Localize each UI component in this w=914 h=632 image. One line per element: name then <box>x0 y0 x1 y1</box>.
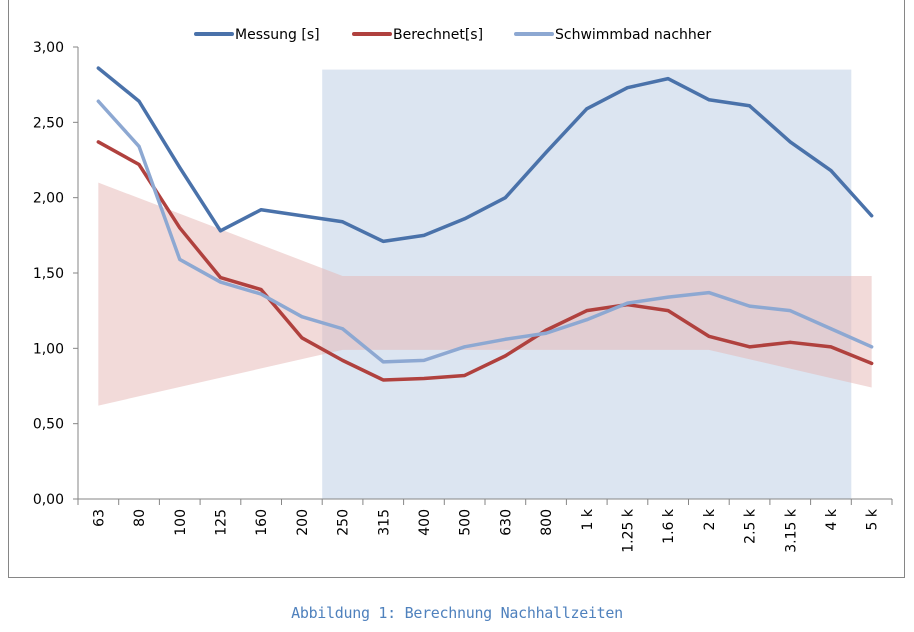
legend-label: Schwimmbad nachher <box>555 27 711 43</box>
data-point <box>625 86 629 90</box>
data-point <box>300 315 304 319</box>
series-line-2 <box>96 99 874 364</box>
data-point <box>218 280 222 284</box>
data-point <box>381 360 385 364</box>
x-tick-label: 100 <box>173 509 189 536</box>
data-point <box>422 358 426 362</box>
series-line-0 <box>96 66 874 244</box>
data-point <box>829 169 833 173</box>
chart-frame <box>8 0 905 578</box>
data-point <box>707 334 711 338</box>
x-tick-label: 200 <box>295 509 311 536</box>
data-point <box>178 166 182 170</box>
x-tick-label: 4 k <box>824 508 840 530</box>
x-tick-label: 315 <box>376 509 392 536</box>
data-point <box>463 217 467 221</box>
data-point <box>137 144 141 148</box>
data-point <box>788 140 792 144</box>
x-tick-label: 1 k <box>580 508 596 530</box>
data-point <box>137 99 141 103</box>
data-point <box>463 373 467 377</box>
data-point <box>341 358 345 362</box>
data-point <box>341 220 345 224</box>
data-point <box>381 239 385 243</box>
x-tick-label: 1.6 k <box>661 508 677 544</box>
line-chart: 0,00 0,50 1,00 1,50 2,00 2,50 3,00 63 80 100 125 16… <box>33 27 893 553</box>
data-point <box>544 328 548 332</box>
data-point <box>544 150 548 154</box>
x-tick-label: 5 k <box>865 508 881 530</box>
data-point <box>300 336 304 340</box>
data-point <box>503 337 507 341</box>
data-point <box>544 331 548 335</box>
data-point <box>218 276 222 280</box>
data-point <box>137 163 141 167</box>
figure-caption: Abbildung 1: Berechnung Nachhallzeiten <box>291 604 623 622</box>
data-point <box>503 354 507 358</box>
data-point <box>666 77 670 81</box>
data-point <box>341 327 345 331</box>
x-tick-label: 80 <box>132 509 148 527</box>
tolerance-band <box>98 182 872 406</box>
data-point <box>870 345 874 349</box>
y-tick-label: 2,50 <box>33 115 64 131</box>
x-tick-label: 63 <box>91 509 107 527</box>
data-point <box>788 309 792 313</box>
data-point <box>300 214 304 218</box>
x-tick-label: 500 <box>458 509 474 536</box>
data-point <box>178 257 182 261</box>
x-tick-label: 2 k <box>702 508 718 530</box>
data-point <box>585 318 589 322</box>
data-point <box>96 99 100 103</box>
data-point <box>748 345 752 349</box>
data-point <box>707 291 711 295</box>
data-point <box>422 233 426 237</box>
data-point <box>96 140 100 144</box>
x-tick-label: 250 <box>336 509 352 536</box>
x-tick-label: 2.5 k <box>743 508 759 544</box>
data-point <box>259 292 263 296</box>
series-line-1 <box>96 140 874 382</box>
data-point <box>666 295 670 299</box>
data-point <box>503 196 507 200</box>
x-tick-label: 800 <box>539 509 555 536</box>
y-tick-label: 1,00 <box>33 341 64 357</box>
y-tick-label: 0,00 <box>33 492 64 508</box>
legend-label: Messung [s] <box>235 27 320 43</box>
y-tick-label: 1,50 <box>33 266 64 282</box>
x-tick-label: 3.15 k <box>783 508 799 553</box>
data-point <box>829 327 833 331</box>
y-tick-label: 3,00 <box>33 40 64 56</box>
data-point <box>585 309 589 313</box>
data-point <box>463 345 467 349</box>
legend-label: Berechnet[s] <box>393 27 483 43</box>
data-point <box>218 229 222 233</box>
x-tick-label: 160 <box>254 509 270 536</box>
data-point <box>178 226 182 230</box>
data-point <box>870 214 874 218</box>
data-point <box>829 345 833 349</box>
x-tick-label: 125 <box>213 509 229 536</box>
x-tick-label: 1.25 k <box>620 508 636 553</box>
data-point <box>422 376 426 380</box>
data-point <box>707 98 711 102</box>
x-tick-label: 630 <box>498 509 514 536</box>
data-point <box>666 309 670 313</box>
y-tick-label: 0,50 <box>33 417 64 433</box>
y-tick-label: 2,00 <box>33 191 64 207</box>
data-point <box>381 378 385 382</box>
data-point <box>748 304 752 308</box>
data-point <box>788 340 792 344</box>
data-point <box>625 301 629 305</box>
data-point <box>870 361 874 365</box>
data-point <box>748 104 752 108</box>
data-point <box>585 107 589 111</box>
data-point <box>259 208 263 212</box>
data-point <box>96 66 100 70</box>
data-point <box>259 288 263 292</box>
x-tick-label: 400 <box>417 509 433 536</box>
